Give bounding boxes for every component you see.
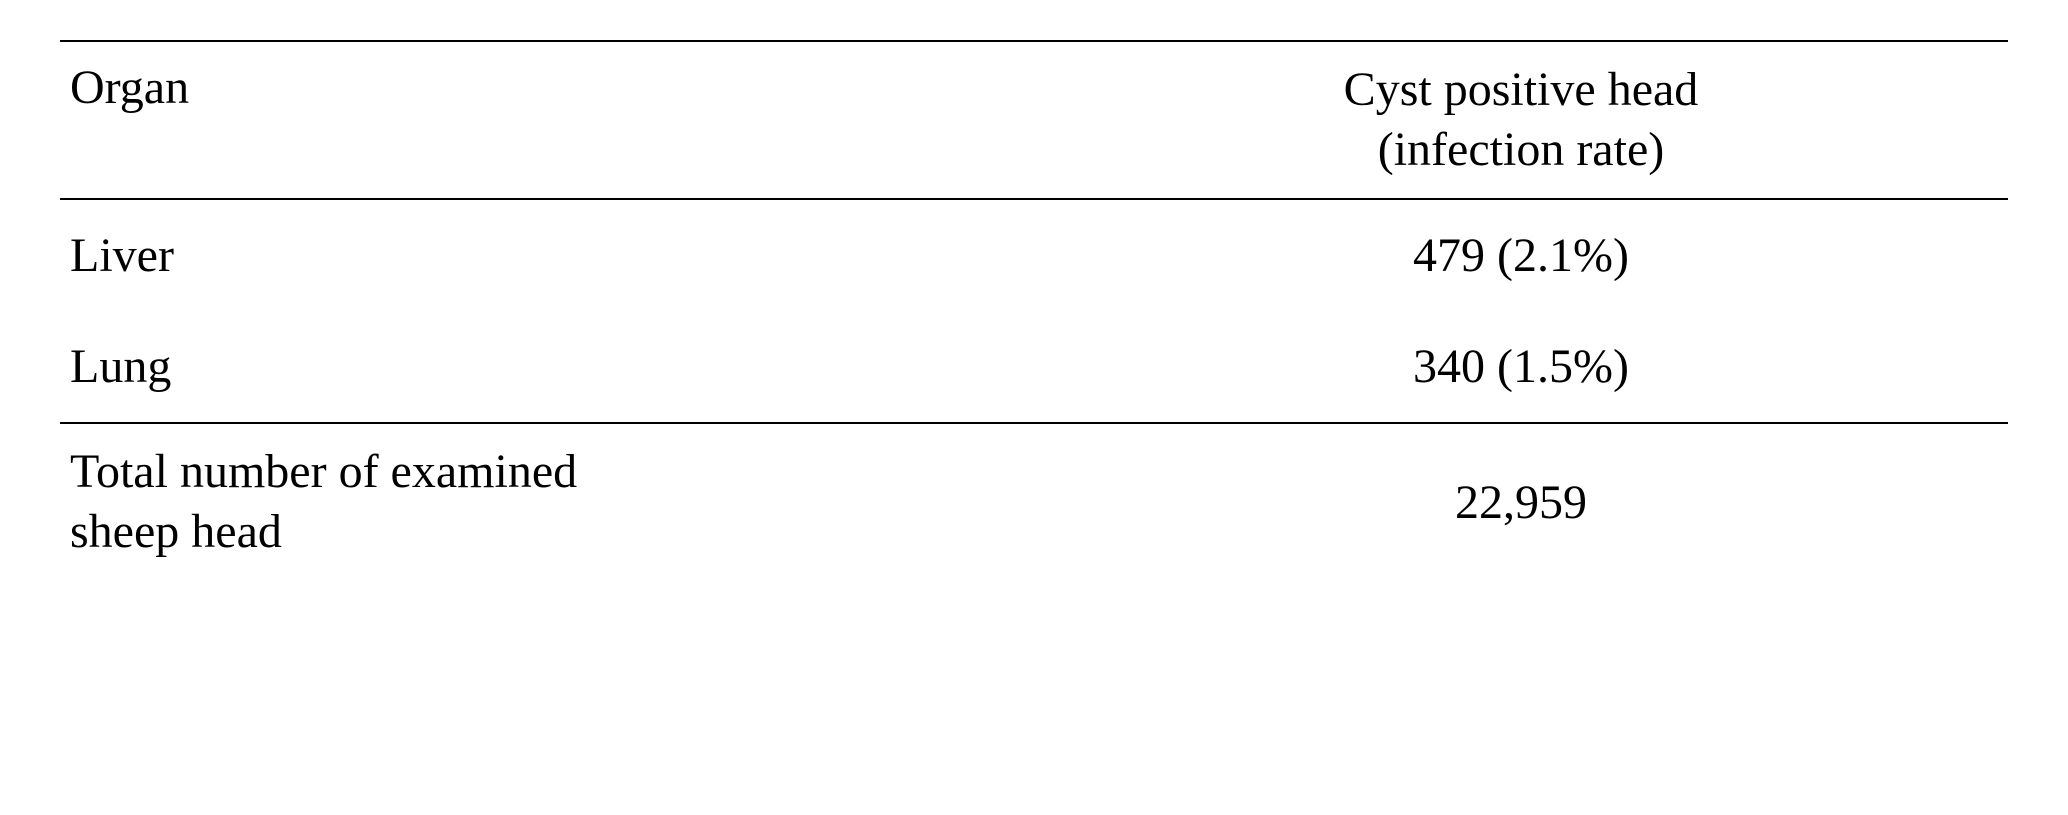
header-cell-value: Cyst positive head (infection rate): [1034, 41, 2008, 199]
footer-label-line1: Total number of examined: [70, 445, 577, 498]
table-footer-row: Total number of examined sheep head 22,9…: [60, 423, 2008, 602]
cell-organ: Lung: [60, 311, 1034, 423]
cell-organ: Liver: [60, 199, 1034, 311]
cell-value: 340 (1.5%): [1034, 311, 2008, 423]
header-value-line2: (infection rate): [1378, 123, 1665, 176]
header-cell-organ: Organ: [60, 41, 1034, 199]
data-table: Organ Cyst positive head (infection rate…: [60, 40, 2008, 602]
header-value-line1: Cyst positive head: [1344, 63, 1699, 116]
table-row: Lung 340 (1.5%): [60, 311, 2008, 423]
table-header-row: Organ Cyst positive head (infection rate…: [60, 41, 2008, 199]
footer-value: 22,959: [1034, 423, 2008, 602]
table-row: Liver 479 (2.1%): [60, 199, 2008, 311]
cell-value: 479 (2.1%): [1034, 199, 2008, 311]
footer-label-line2: sheep head: [70, 505, 282, 558]
footer-label: Total number of examined sheep head: [60, 423, 1034, 602]
